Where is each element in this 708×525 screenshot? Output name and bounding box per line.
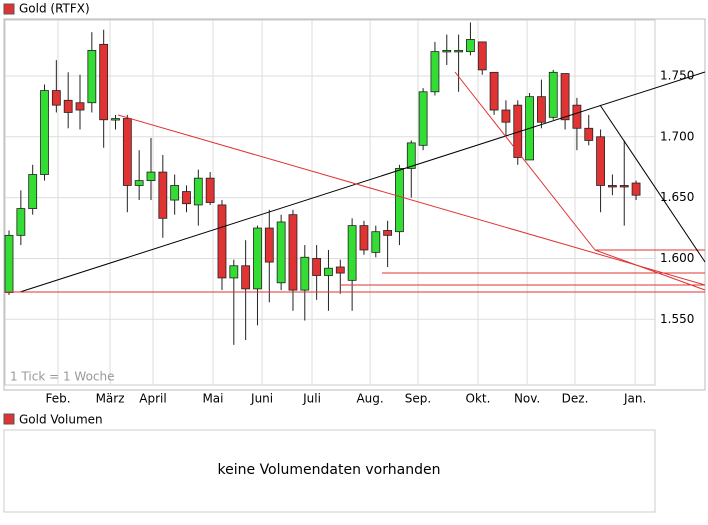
candle-body [442, 50, 452, 53]
candle-body [466, 39, 475, 53]
candle-body [631, 182, 641, 196]
legend-label: Gold (RTFX) [19, 2, 90, 16]
candle-body [241, 265, 251, 290]
candle-body [182, 191, 191, 205]
candle-body [430, 51, 440, 93]
candle-body [99, 43, 109, 121]
trend-line [599, 104, 706, 263]
candle-body [40, 90, 49, 175]
volume-frame [3, 429, 656, 513]
candle-body [572, 104, 582, 129]
candle-body [300, 256, 310, 291]
x-tick-label: Juni [250, 392, 273, 406]
candle-body [312, 258, 322, 276]
candle-body [477, 41, 487, 71]
x-tick-label: Jan. [623, 392, 646, 406]
candle-body [347, 225, 357, 281]
x-tick-label: März [96, 392, 125, 406]
y-tick-label: 1.650 [660, 190, 694, 204]
x-tick-label: Okt. [466, 392, 491, 406]
candle-body [619, 185, 629, 188]
candle-body [253, 227, 262, 290]
candle-body [454, 50, 464, 53]
candle-body [122, 118, 132, 186]
candle-body [264, 227, 274, 263]
candle-body [63, 99, 73, 113]
candle-body [288, 214, 298, 291]
candle-body [324, 267, 333, 276]
candle-body [4, 234, 14, 293]
candle-body [75, 102, 85, 111]
candle-body [383, 230, 393, 236]
trend-line [454, 71, 596, 251]
candle-body [229, 265, 239, 279]
candle-body [548, 71, 558, 118]
candle-body [395, 168, 404, 233]
volume-legend: Gold Volumen [19, 413, 103, 427]
candle-body [406, 142, 416, 169]
candle-body [87, 50, 97, 104]
trend-line [117, 114, 706, 286]
candle-body [335, 266, 345, 274]
candle-body [489, 71, 499, 111]
candle-body [146, 171, 156, 181]
grid: 1.550 1.600 1.650 1.700 1.750 Feb. März April Ma… [5, 20, 694, 406]
candle-body [51, 90, 61, 106]
candle-body [205, 177, 215, 203]
candle-body [170, 185, 180, 201]
candles [4, 22, 641, 345]
candle-body [537, 96, 546, 123]
y-tick-label: 1.750 [660, 68, 694, 82]
candle-body [158, 171, 168, 219]
y-tick-label: 1.550 [660, 312, 694, 326]
volume-message: keine Volumendaten vorhanden [218, 462, 441, 478]
chart-frame [3, 18, 706, 391]
x-tick-label: Feb. [45, 392, 70, 406]
candle-body [276, 221, 286, 284]
legend-swatch [3, 413, 15, 425]
candle-body [217, 204, 227, 279]
x-tick-label: Sep. [405, 392, 431, 406]
plot-frame [4, 19, 656, 386]
candle-body [501, 109, 511, 123]
x-tick-label: Dez. [562, 392, 589, 406]
candle-body [16, 208, 26, 236]
y-tick-label: 1.700 [660, 129, 694, 143]
legend-swatch [3, 3, 15, 15]
annotation: 1 Tick = 1 Woche [10, 370, 115, 384]
candle-body [111, 118, 120, 121]
x-tick-label: Mai [202, 392, 223, 406]
candle-body [418, 91, 428, 146]
candle-body [596, 136, 605, 186]
y-tick-label: 1.600 [660, 251, 694, 265]
trend-lines [5, 71, 706, 293]
candle-body [608, 185, 617, 188]
x-tick-label: Juli [302, 392, 321, 406]
trend-line [19, 71, 706, 293]
x-tick-label: Aug. [356, 392, 383, 406]
candle-body [371, 231, 381, 253]
candle-body [28, 174, 38, 209]
trend-line [594, 249, 706, 291]
candle-body [193, 177, 203, 206]
candle-body [359, 225, 369, 251]
candle-body [134, 180, 144, 186]
candle-body [560, 73, 570, 121]
candle-body [584, 127, 594, 141]
x-tick-label: Nov. [514, 392, 540, 406]
x-tick-label: April [139, 392, 166, 406]
